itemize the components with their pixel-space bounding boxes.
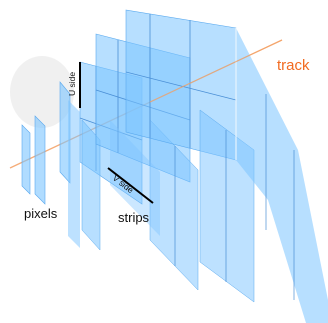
u-side-label: U side [67, 72, 77, 96]
pixel-plane-1 [21, 124, 31, 195]
strips-label: strips [118, 210, 150, 225]
track-label: track [277, 57, 310, 74]
pixel-plane-2 [34, 115, 46, 205]
v-side-bracket [107, 167, 154, 204]
strip-plane-3 [125, 9, 328, 323]
track-line-front [149, 39, 283, 103]
shadow-blob [10, 56, 74, 128]
pixels-label: pixels [24, 206, 58, 221]
